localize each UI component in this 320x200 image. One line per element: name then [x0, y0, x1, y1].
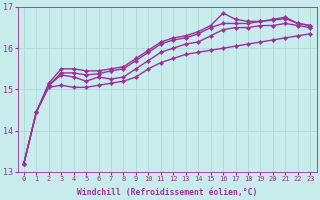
X-axis label: Windchill (Refroidissement éolien,°C): Windchill (Refroidissement éolien,°C) — [77, 188, 257, 197]
